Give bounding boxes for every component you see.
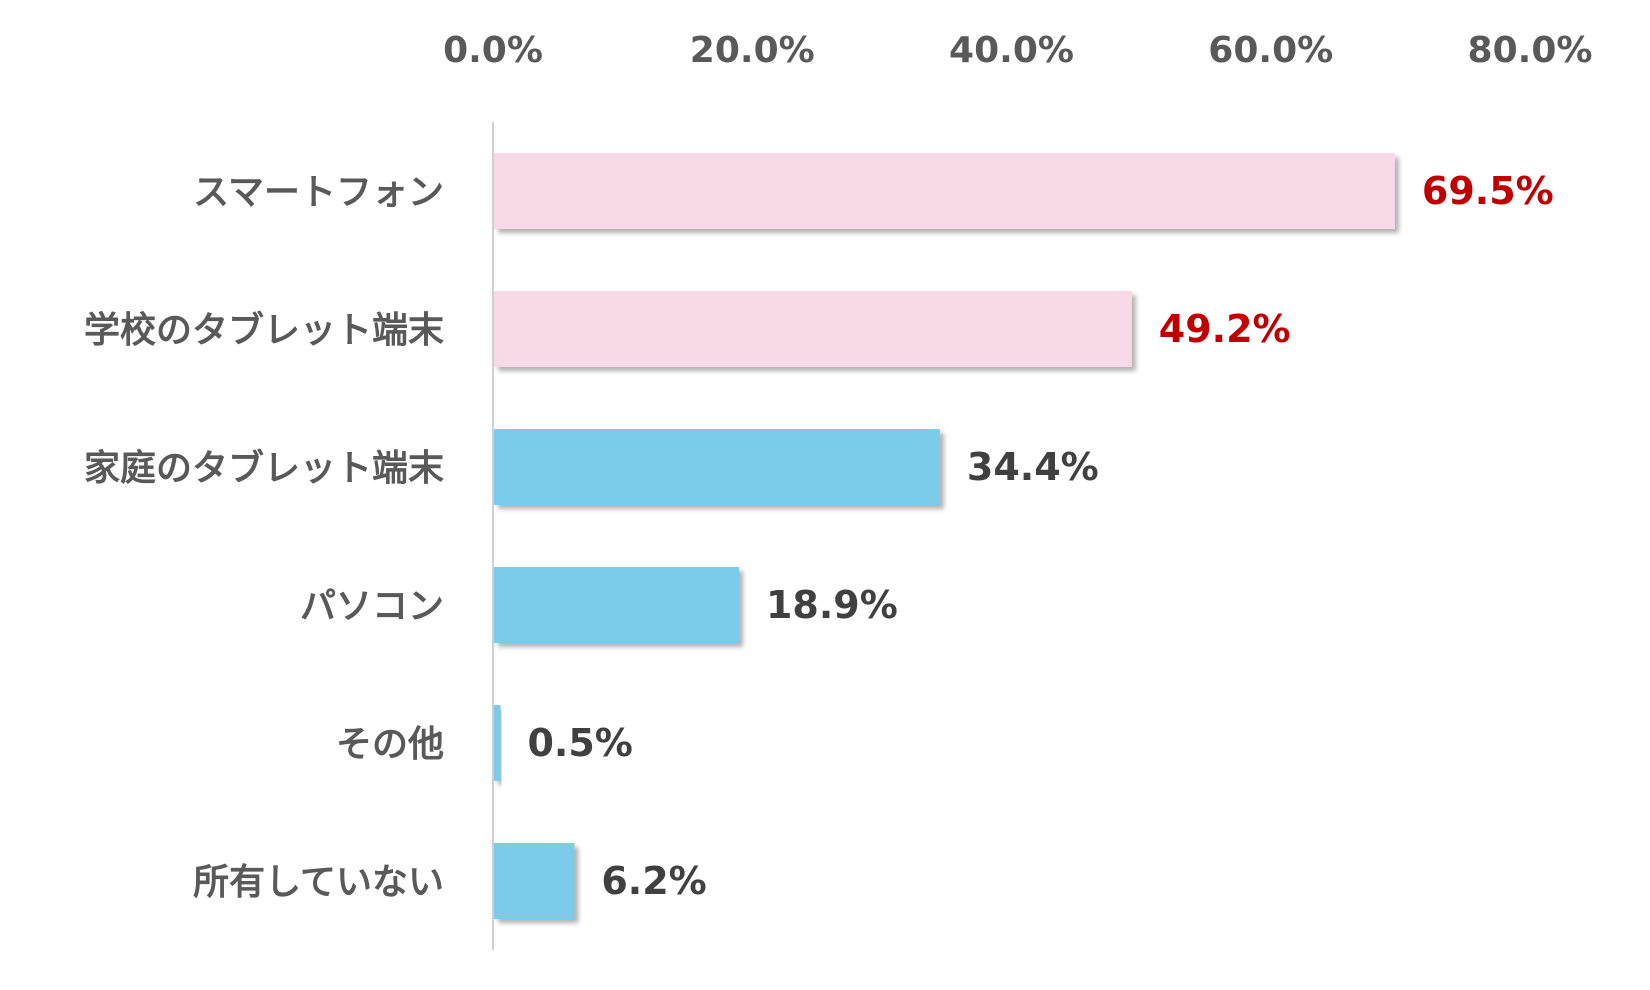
- category-label: その他: [336, 724, 444, 765]
- category-label: 所有していない: [193, 862, 444, 903]
- bar: [494, 843, 575, 919]
- value-label: 18.9%: [766, 583, 898, 627]
- x-axis-ticks: 0.0% 20.0% 40.0% 60.0% 80.0%: [443, 30, 1592, 71]
- value-label: 69.5%: [1422, 169, 1554, 213]
- bar: [494, 153, 1395, 229]
- bar: [494, 429, 940, 505]
- x-tick-label: 40.0%: [949, 30, 1074, 71]
- bar: [494, 291, 1132, 367]
- value-label: 34.4%: [967, 445, 1099, 489]
- category-label: パソコン: [300, 586, 444, 627]
- x-tick-label: 20.0%: [690, 30, 815, 71]
- category-label: 学校のタブレット端末: [84, 309, 444, 351]
- category-label: スマートフォン: [193, 172, 444, 213]
- category-labels: スマートフォン学校のタブレット端末家庭のタブレット端末パソコンその他所有していな…: [84, 172, 444, 903]
- x-tick-label: 0.0%: [443, 30, 543, 71]
- x-tick-label: 60.0%: [1208, 30, 1333, 71]
- bar: [494, 705, 501, 781]
- bars: [494, 153, 1395, 919]
- value-label: 6.2%: [601, 859, 706, 903]
- x-tick-label: 80.0%: [1468, 30, 1593, 71]
- bar: [494, 567, 739, 643]
- value-label: 0.5%: [527, 721, 632, 765]
- value-label: 49.2%: [1159, 307, 1291, 351]
- value-labels: 69.5% 49.2% 34.4% 18.9% 0.5% 6.2%: [527, 169, 1553, 903]
- category-label: 家庭のタブレット端末: [84, 447, 444, 489]
